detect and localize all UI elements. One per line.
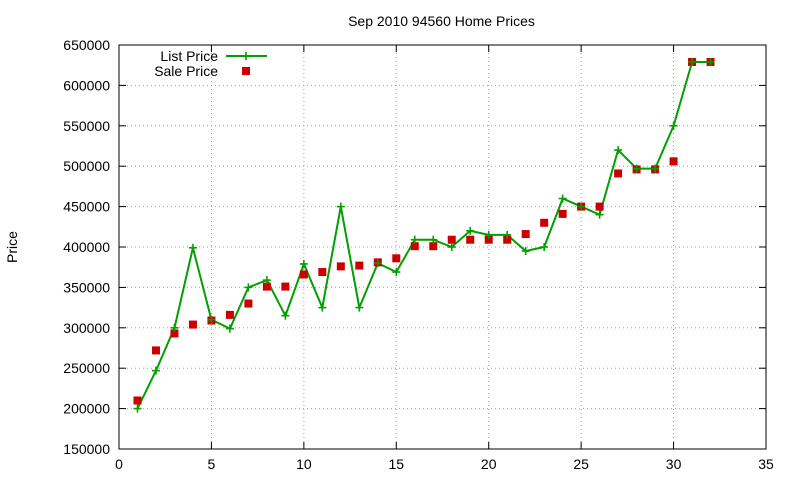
y-tick-label: 550000 [63, 118, 110, 134]
sale-price-point [447, 235, 456, 244]
list-price-point [299, 259, 308, 268]
sale-price-point [392, 254, 401, 263]
list-price-point [281, 311, 290, 320]
series [133, 57, 715, 413]
sale-price-point [669, 157, 678, 166]
list-price-point [392, 268, 401, 277]
legend-label-list-price: List Price [160, 48, 218, 64]
list-price-point [373, 259, 382, 268]
list-price-point [466, 226, 475, 235]
y-tick-label: 650000 [63, 37, 110, 53]
axes-ticks: 0 5 10 15 20 25 30 35 150000 200000 250000 300000 35… [63, 37, 774, 472]
sale-price-point [558, 209, 567, 218]
x-tick-label: 35 [758, 456, 774, 472]
x-tick-label: 20 [481, 456, 497, 472]
list-price-point [133, 404, 142, 413]
list-price-point [706, 57, 715, 66]
list-price-point [558, 194, 567, 203]
sale-price-point [225, 310, 234, 319]
list-price-point [669, 121, 678, 130]
list-price-point [262, 276, 271, 285]
list-price-point [688, 57, 697, 66]
plot-frame [118, 44, 767, 450]
x-tick-label: 15 [388, 456, 404, 472]
sale-price-point [244, 299, 253, 308]
legend-marker-list-price [242, 52, 250, 60]
sale-price-point [355, 261, 364, 270]
x-tick-label: 10 [296, 456, 312, 472]
list-price-point [484, 230, 493, 239]
sale-price-point [614, 169, 623, 178]
list-price-point [540, 243, 549, 251]
y-tick-label: 400000 [63, 239, 110, 255]
sale-price-point [262, 282, 271, 291]
sale-price-point [133, 396, 142, 405]
sale-price-point [503, 235, 512, 244]
x-tick-label: 30 [666, 456, 682, 472]
list-price-point [225, 324, 234, 333]
sale-price-point [299, 270, 308, 279]
sale-price-point [281, 282, 290, 291]
sale-price-point [595, 202, 604, 211]
y-tick-label: 500000 [63, 158, 110, 174]
sale-price-point [410, 242, 419, 251]
list-price-point [577, 202, 586, 211]
sale-price-point [466, 235, 475, 244]
sale-price-point [484, 235, 493, 244]
sale-price-point [429, 242, 438, 251]
sale-price-point [318, 268, 327, 277]
y-tick-label: 250000 [63, 360, 110, 376]
series-line-list-price [136, 61, 711, 410]
sale-price-point [170, 329, 179, 338]
y-tick-label: 600000 [63, 77, 110, 93]
list-price-point [503, 230, 512, 239]
y-tick-label: 350000 [63, 279, 110, 295]
y-tick-label: 200000 [63, 401, 110, 417]
y-tick-label: 150000 [63, 441, 110, 457]
x-tick-label: 25 [573, 456, 589, 472]
x-tick-label: 5 [208, 456, 216, 472]
list-price-point [244, 283, 253, 292]
sale-price-point [151, 346, 160, 355]
x-tick-label: 0 [115, 456, 123, 472]
list-price-point [188, 243, 197, 252]
list-price-point [614, 146, 623, 155]
list-price-point [336, 202, 345, 211]
list-price-point [170, 323, 179, 332]
sale-price-point [521, 230, 530, 239]
legend-label-sale-price: Sale Price [154, 63, 218, 79]
list-price-point [151, 366, 160, 375]
y-tick-label: 450000 [63, 199, 110, 215]
legend-swatch-sale-price [242, 67, 250, 75]
sale-price-point [336, 262, 345, 271]
list-price-point [651, 164, 660, 173]
chart-title: Sep 2010 94560 Home Prices [348, 13, 535, 29]
list-price-point [410, 235, 419, 244]
grid [119, 45, 766, 449]
list-price-point [355, 303, 364, 312]
list-price-point [318, 303, 327, 312]
sale-price-point [188, 320, 197, 329]
list-price-point [447, 243, 456, 251]
y-tick-label: 300000 [63, 320, 110, 336]
list-price-point [595, 210, 604, 219]
list-price-point [521, 247, 530, 256]
sale-price-point [540, 218, 549, 227]
legend: List Price Sale Price [154, 48, 267, 79]
list-price-point [429, 235, 438, 244]
y-axis-label: Price [4, 231, 20, 263]
list-price-point [207, 315, 216, 324]
list-price-point [632, 164, 641, 173]
